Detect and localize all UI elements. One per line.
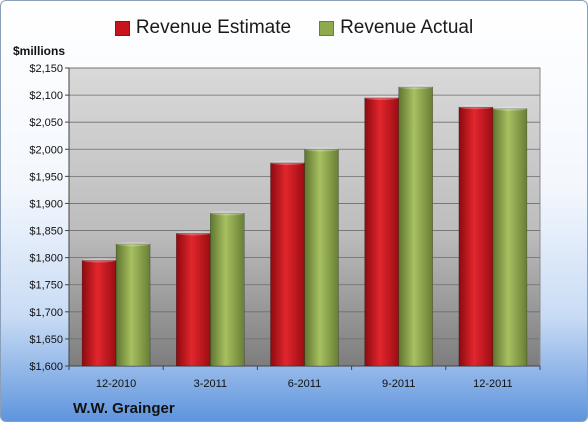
legend-item-actual: Revenue Actual — [319, 17, 473, 39]
y-tick-label: $1,750 — [29, 280, 63, 292]
y-tick-label: $1,650 — [29, 334, 63, 346]
bar-top-highlight — [304, 147, 339, 152]
x-tick-label: 12-2011 — [473, 378, 513, 390]
legend-label-estimate: Revenue Estimate — [135, 17, 292, 38]
y-tick-label: $2,100 — [29, 90, 63, 102]
y-tick-label: $2,000 — [29, 144, 63, 156]
y-tick-label: $1,600 — [29, 361, 63, 373]
x-tick-label: 12-2010 — [96, 378, 136, 390]
bar-actual — [398, 86, 434, 367]
bar-estimate — [176, 232, 211, 367]
bar-estimate — [364, 97, 400, 367]
bar-top-highlight — [270, 160, 305, 166]
bar-actual — [304, 148, 339, 367]
bar-actual — [492, 108, 528, 367]
bar-actual — [210, 212, 245, 367]
bar-estimate — [81, 260, 117, 367]
y-tick-label: $1,850 — [29, 226, 63, 238]
y-tick-label: $2,150 — [29, 63, 63, 75]
bar-estimate — [458, 106, 494, 367]
y-tick-label: $1,800 — [29, 253, 63, 265]
bar-estimate — [270, 162, 305, 367]
y-tick-label: $2,050 — [29, 117, 63, 129]
bar-top-highlight — [176, 231, 211, 236]
bar-top-highlight — [398, 84, 433, 90]
x-tick-label: 9-2011 — [382, 378, 415, 390]
bar-top-highlight — [82, 258, 117, 263]
bar-top-highlight — [116, 241, 151, 247]
x-tick-label: 6-2011 — [288, 378, 321, 390]
bar-actual — [115, 243, 151, 367]
y-tick-label: $1,700 — [29, 307, 63, 319]
company-name: W.W. Grainger — [73, 400, 175, 417]
legend-swatch-estimate — [114, 20, 130, 36]
bar-top-highlight — [210, 211, 245, 216]
y-unit-label: $millions — [13, 44, 66, 58]
bar-top-highlight — [364, 95, 399, 101]
bar-top-highlight — [458, 104, 493, 110]
legend-label-actual: Revenue Actual — [340, 17, 474, 38]
y-tick-label: $1,900 — [29, 198, 63, 210]
bar-top-highlight — [492, 106, 527, 111]
legend-item-estimate: Revenue Estimate — [114, 17, 292, 39]
legend-swatch-actual — [319, 20, 335, 36]
legend: Revenue Estimate Revenue Actual — [1, 17, 587, 39]
x-tick-label: 3-2011 — [194, 378, 227, 390]
y-tick-label: $1,950 — [29, 171, 63, 183]
